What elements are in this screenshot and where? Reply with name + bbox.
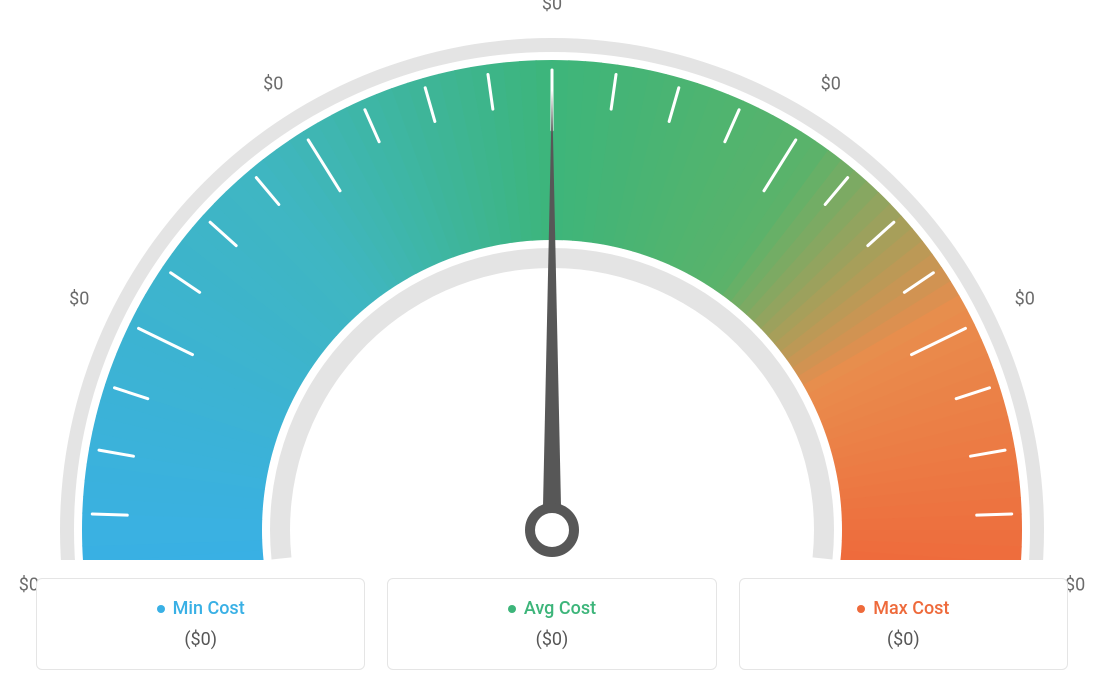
tick-label: $0 <box>821 73 841 94</box>
legend-card-max: Max Cost ($0) <box>739 578 1068 670</box>
legend-card-avg: Avg Cost ($0) <box>387 578 716 670</box>
legend-title-max: Max Cost <box>857 598 949 619</box>
gauge-svg <box>0 0 1104 560</box>
legend-title-avg: Avg Cost <box>508 598 596 619</box>
legend-card-min: Min Cost ($0) <box>36 578 365 670</box>
legend-label-avg: Avg Cost <box>524 598 596 619</box>
legend-dot-max <box>857 605 865 613</box>
gauge-chart-container: $0$0$0$0$0$0$0 Min Cost ($0) Avg Cost ($… <box>0 0 1104 690</box>
legend-row: Min Cost ($0) Avg Cost ($0) Max Cost ($0… <box>0 578 1104 670</box>
legend-label-min: Min Cost <box>173 598 245 619</box>
legend-value-avg: ($0) <box>536 629 569 650</box>
gauge-area: $0$0$0$0$0$0$0 <box>0 0 1104 560</box>
legend-label-max: Max Cost <box>873 598 949 619</box>
legend-value-max: ($0) <box>887 629 920 650</box>
legend-title-min: Min Cost <box>157 598 245 619</box>
legend-dot-avg <box>508 605 516 613</box>
tick-label: $0 <box>69 289 89 310</box>
tick-label: $0 <box>1015 289 1035 310</box>
tick-label: $0 <box>263 73 283 94</box>
legend-value-min: ($0) <box>184 629 217 650</box>
tick-label: $0 <box>542 0 562 15</box>
legend-dot-min <box>157 605 165 613</box>
